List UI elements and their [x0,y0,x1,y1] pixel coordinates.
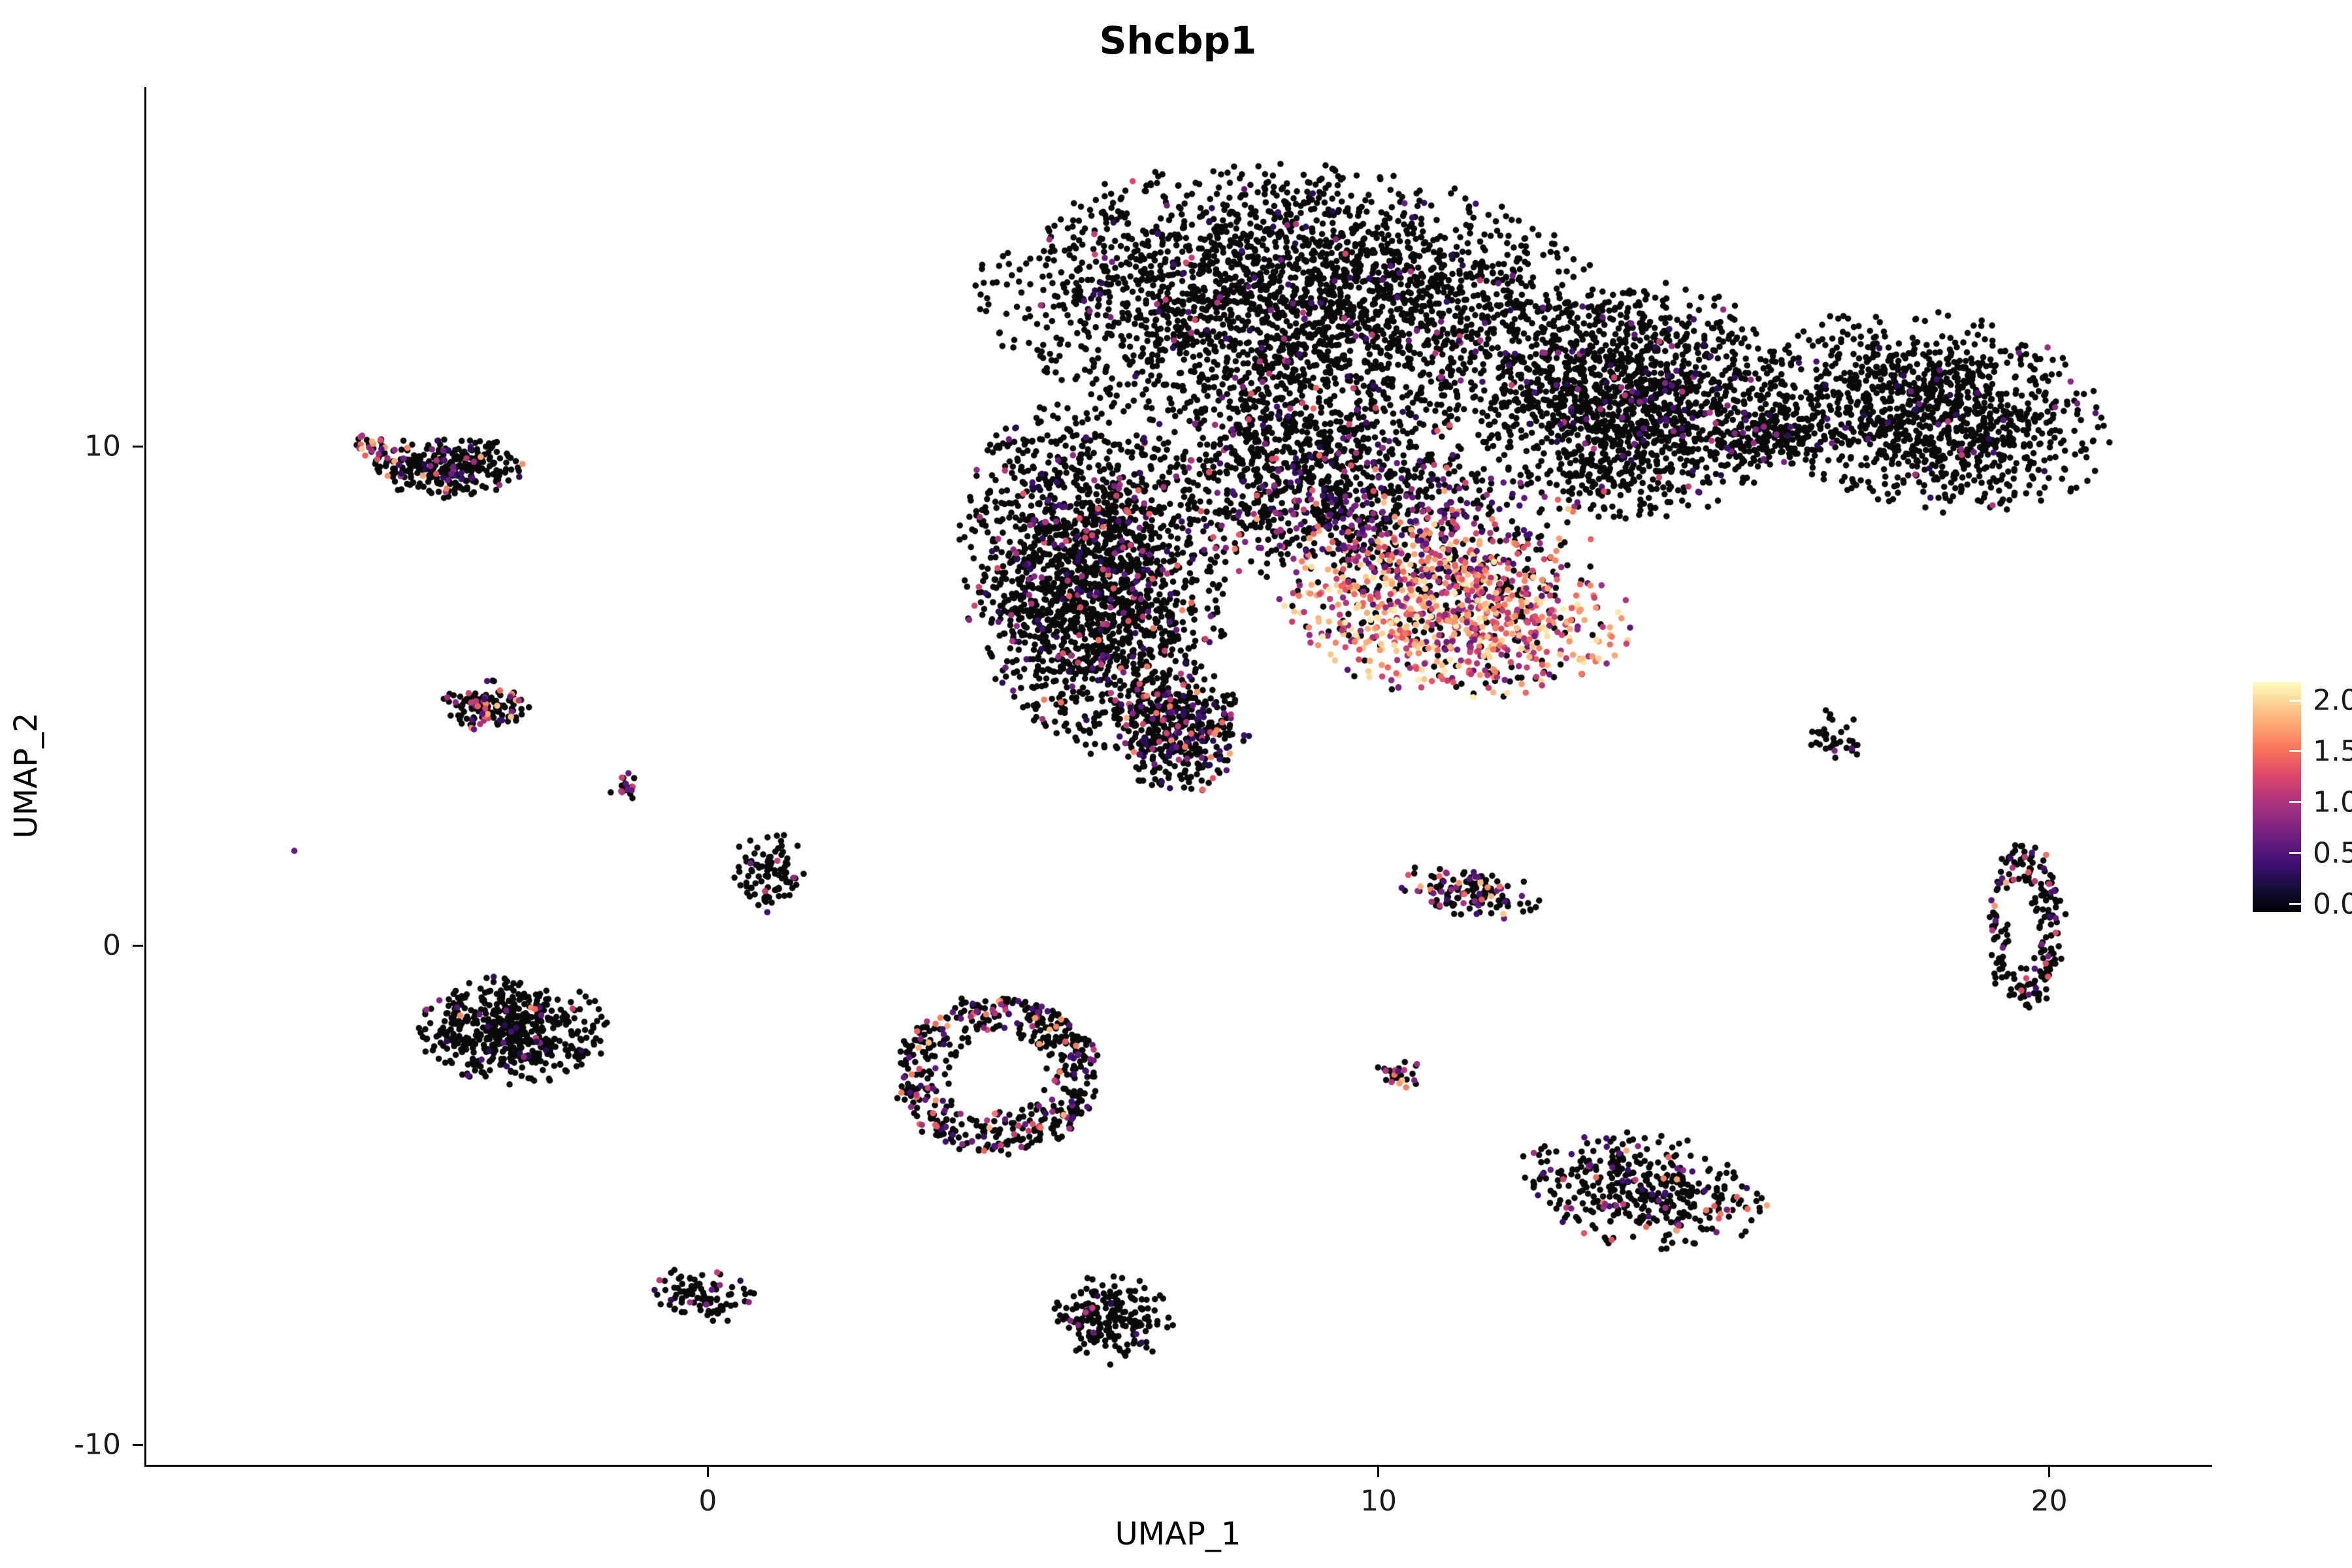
y-tick-label: -10 [74,1428,121,1462]
y-tick-mark [133,445,143,448]
x-tick-mark [2048,1467,2051,1477]
umap-scatter-canvas [146,87,2212,1465]
legend-tick-label: 1.5 [2313,734,2352,768]
legend-tick-label: 0.0 [2313,887,2352,921]
x-tick-mark [706,1467,709,1477]
legend-tick-label: 1.0 [2313,785,2352,819]
legend-tick-mark [2289,852,2301,855]
legend-tick-mark [2289,750,2301,753]
y-tick-label: 10 [84,429,121,463]
legend-tick-label: 2.0 [2313,683,2352,717]
x-axis-title: UMAP_1 [1115,1516,1241,1552]
x-tick-label: 20 [2031,1484,2068,1518]
y-axis-title: UMAP_2 [8,712,44,839]
legend-colorbar [2253,682,2301,912]
x-tick-mark [1377,1467,1380,1477]
plot-panel [144,87,2212,1467]
y-tick-mark [133,1443,143,1446]
legend-tick-mark [2289,903,2301,906]
y-tick-label: 0 [103,928,121,962]
plot-title: Shcbp1 [1099,18,1257,63]
legend-tick-mark [2289,801,2301,804]
legend-tick-mark [2289,699,2301,702]
legend-tick-label: 0.5 [2313,836,2352,870]
x-tick-label: 10 [1360,1484,1397,1518]
x-tick-label: 0 [698,1484,717,1518]
y-tick-mark [133,944,143,947]
